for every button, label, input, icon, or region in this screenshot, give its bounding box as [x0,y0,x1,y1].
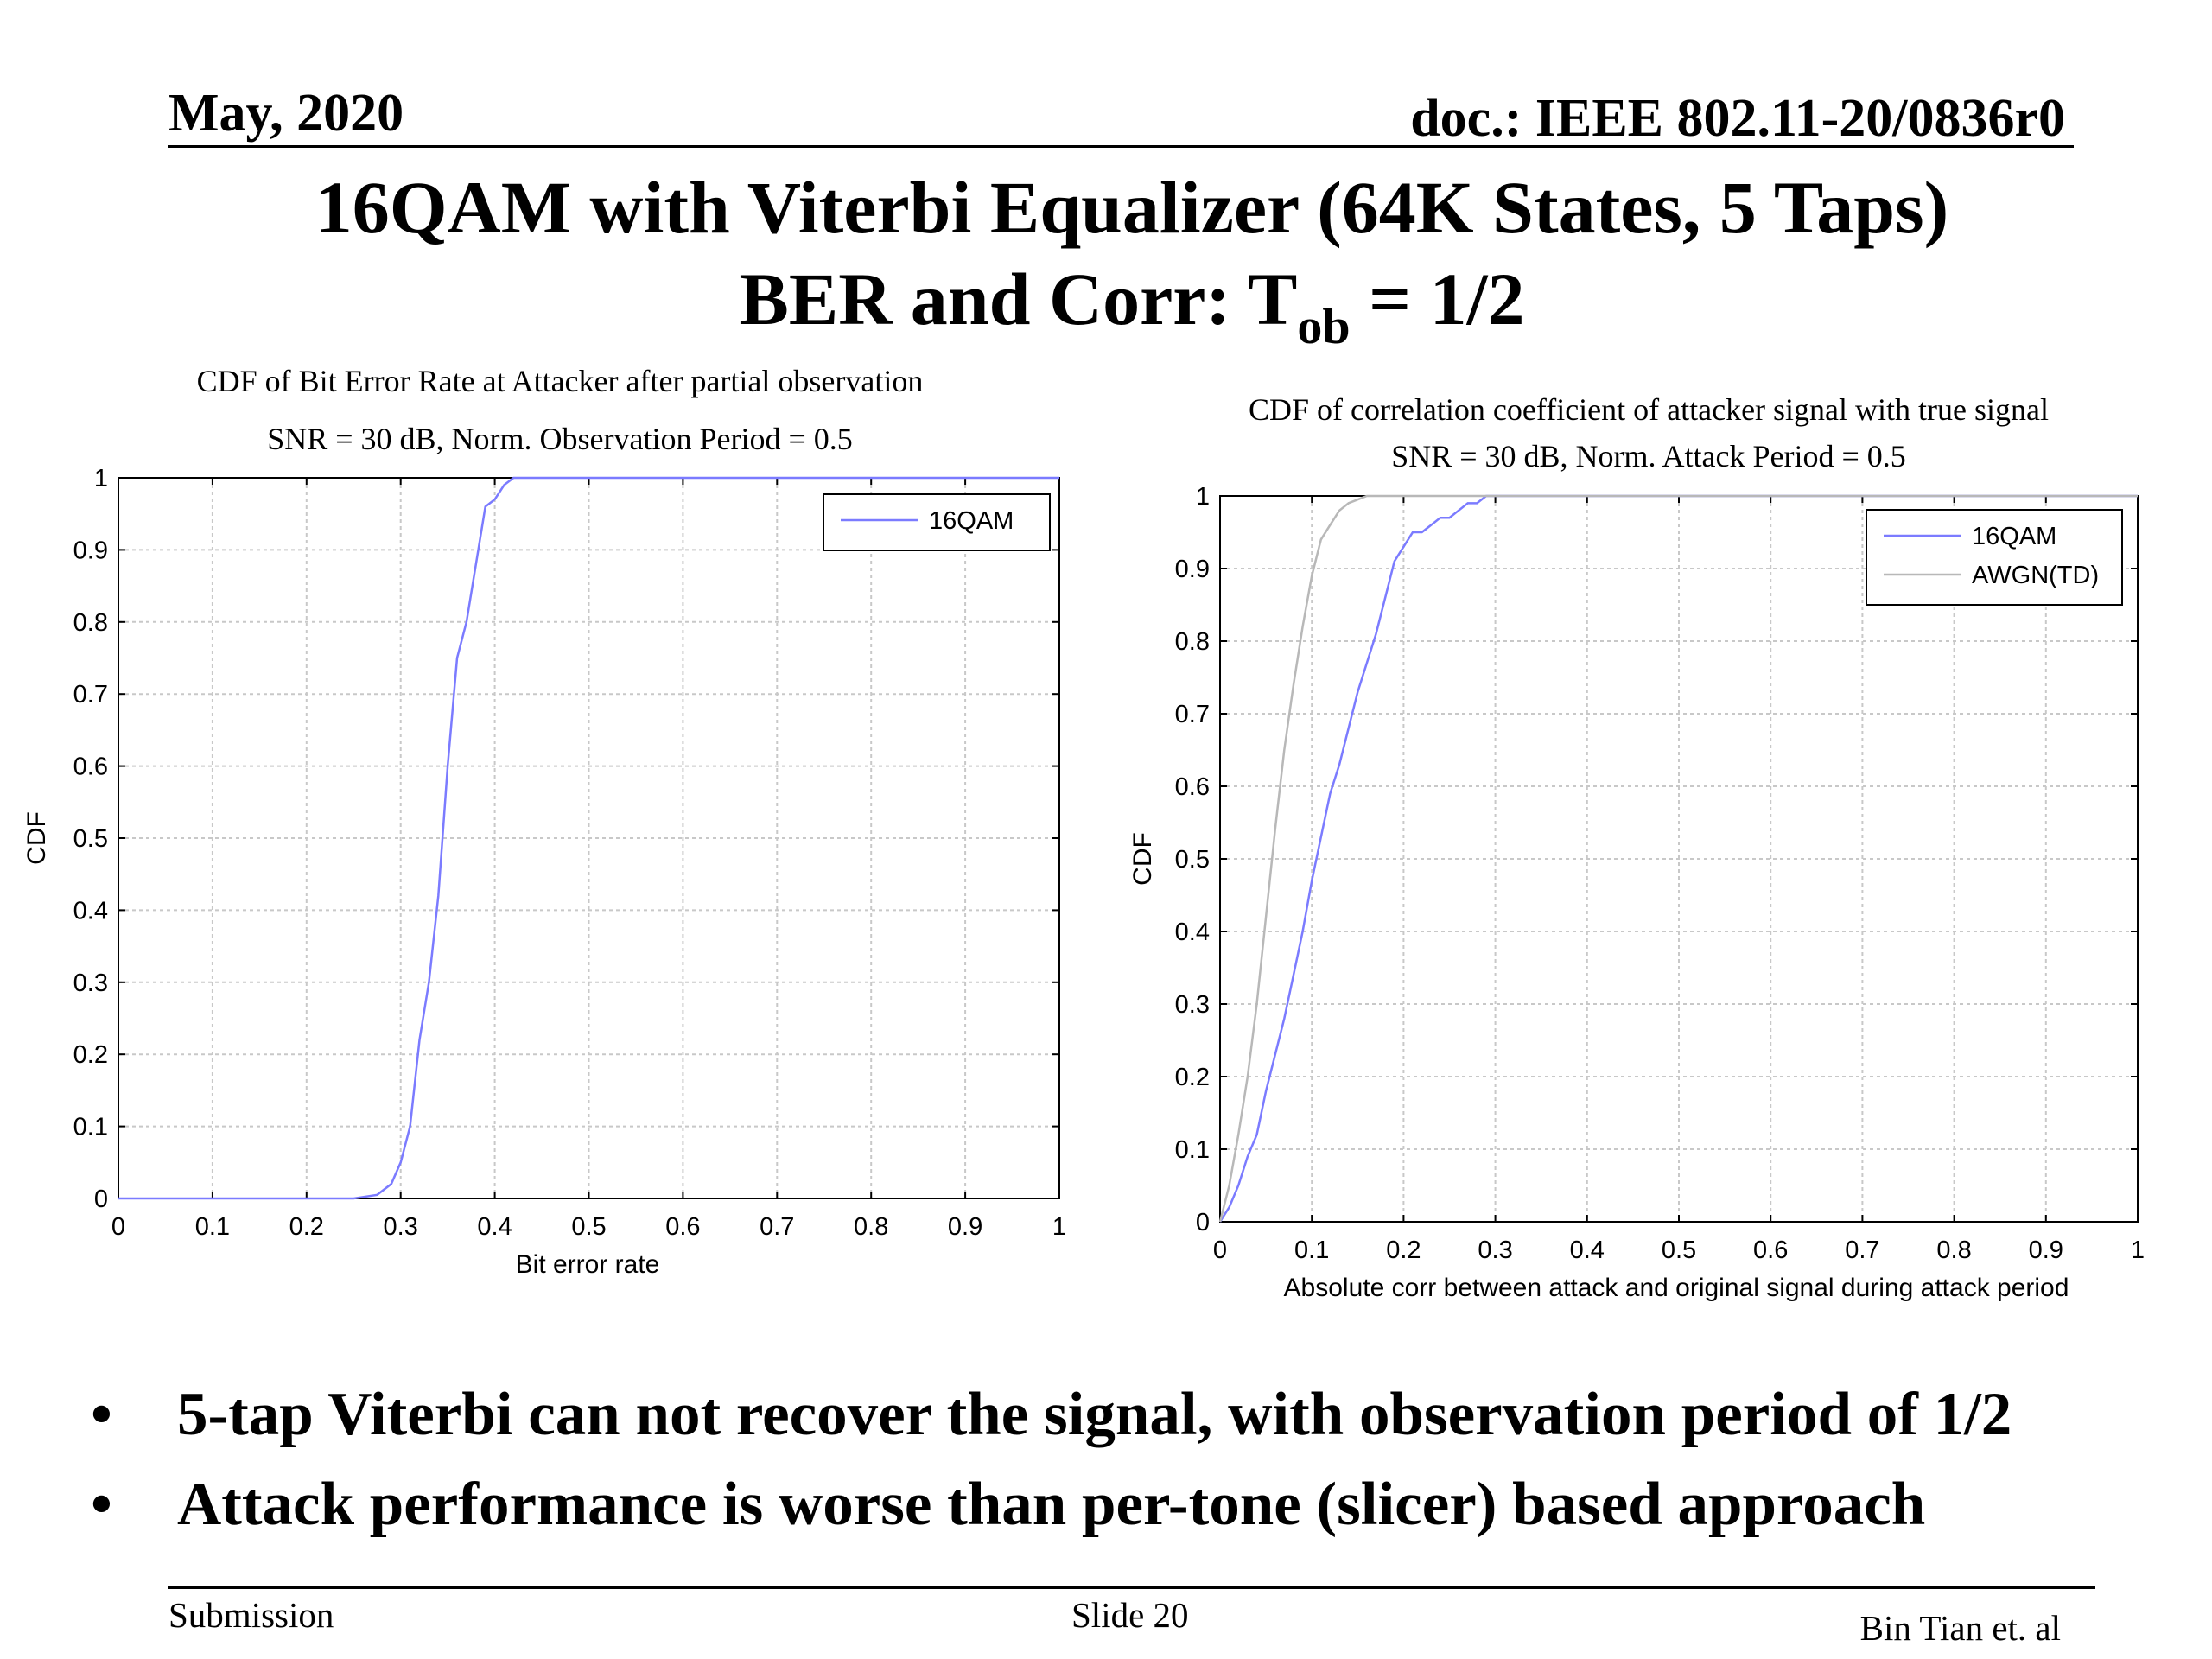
chart-corr-cdf: CDF of correlation coefficient of attack… [1128,392,2145,1302]
legend: 16QAM AWGN(TD) [1866,509,2123,606]
chart-title: CDF of correlation coefficient of attack… [1249,392,2049,427]
x-tick-label: 0.7 [1845,1236,1879,1264]
bullet-text: Attack performance is worse than per-ton… [177,1471,1926,1538]
y-tick-label: 0.7 [73,681,108,709]
y-tick-label: 0.9 [1175,556,1210,583]
x-tick-label: 0.9 [948,1213,982,1241]
y-tick-label: 0.1 [1175,1136,1210,1164]
series-line-16qam [118,476,1059,1200]
x-tick-label: 0.1 [1294,1236,1329,1264]
bullet-text: 5-tap Viterbi can not recover the signal… [177,1381,2012,1448]
y-tick-label: 0.6 [73,753,108,781]
x-tick-label: 1 [1052,1213,1066,1241]
x-tick-label: 0.4 [1570,1236,1605,1264]
x-tick-label: 0 [1213,1236,1227,1264]
y-tick-label: 0.4 [1175,918,1210,946]
slide-subtitle: BER and Corr: Tob = 1/2 [0,256,2212,355]
footer-authors: Bin Tian et. al [1859,1608,2061,1648]
x-tick-label: 0 [111,1213,125,1241]
chart-title: CDF of Bit Error Rate at Attacker after … [197,364,924,398]
y-tick-label: 0.3 [1175,991,1210,1019]
y-tick-label: 0.7 [1175,701,1210,728]
x-tick-label: 1 [2131,1236,2145,1264]
legend-box [823,493,1051,551]
legend-label: 16QAM [929,507,1014,535]
footer-slide-number: Slide 20 [1071,1595,1189,1635]
footer-submission: Submission [168,1595,334,1635]
chart-ber-cdf: CDF of Bit Error Rate at Attacker after … [22,364,1066,1279]
y-axis-label: CDF [1128,832,1157,886]
slide-title: 16QAM with Viterbi Equalizer (64K States… [315,166,1949,249]
y-tick-label: 0.2 [1175,1064,1210,1091]
bullet-list: • 5-tap Viterbi can not recover the signa… [86,1370,2160,1549]
y-tick-label: 0.1 [73,1114,108,1141]
y-axis-label: CDF [22,811,51,865]
chart-subtitle: SNR = 30 dB, Norm. Attack Period = 0.5 [1391,439,1906,474]
legend-label: AWGN(TD) [1972,562,2099,589]
y-tick-label: 0.9 [73,537,108,564]
bullet-item: • 5-tap Viterbi can not recover the signa… [86,1370,2160,1459]
subtitle-tail: = 1/2 [1350,257,1525,340]
x-tick-label: 0.8 [1936,1236,1971,1264]
series-line-16qam [1218,494,2138,1223]
x-axis-label: Absolute corr between attack and origina… [1284,1274,2069,1302]
bullet-marker: • [91,1381,112,1448]
x-tick-label: 0.6 [665,1213,700,1241]
x-tick-label: 0.4 [477,1213,512,1241]
x-tick-label: 0.3 [1478,1236,1512,1264]
x-tick-label: 0.1 [195,1213,230,1241]
x-tick-label: 0.5 [1662,1236,1696,1264]
bullet-item: • Attack performance is worse than per-to… [86,1459,2160,1549]
x-tick-label: 0.6 [1753,1236,1788,1264]
bullet-marker: • [91,1471,112,1538]
chart-subtitle: SNR = 30 dB, Norm. Observation Period = … [267,422,853,456]
x-tick-label: 0.2 [1386,1236,1421,1264]
x-tick-label: 0.3 [384,1213,418,1241]
header-divider [168,145,2074,148]
y-tick-label: 0 [1196,1209,1210,1236]
series-line-awgn-td- [1218,494,2138,1223]
header-date: May, 2020 [168,84,404,143]
y-tick-label: 0.2 [73,1041,108,1069]
footer-divider [168,1586,2095,1589]
x-tick-label: 0.5 [571,1213,606,1241]
x-tick-label: 0.8 [854,1213,888,1241]
y-tick-label: 0.8 [1175,628,1210,656]
y-tick-label: 0.6 [1175,773,1210,801]
header-doc-id: doc.: IEEE 802.11-20/0836r0 [1410,89,2065,148]
y-tick-label: 0.5 [1175,846,1210,874]
y-tick-label: 0.8 [73,609,108,637]
y-tick-label: 1 [94,465,108,493]
subtitle-main: BER and Corr: T [739,257,1298,340]
legend-label: 16QAM [1972,523,2056,550]
legend: 16QAM [823,493,1051,551]
y-tick-label: 1 [1196,483,1210,511]
subtitle-subscript: ob [1297,298,1351,354]
y-tick-label: 0.3 [73,969,108,997]
x-tick-label: 0.2 [289,1213,324,1241]
x-tick-label: 0.7 [760,1213,794,1241]
legend-box [1866,509,2123,606]
y-tick-label: 0.4 [73,897,108,925]
y-tick-label: 0.5 [73,825,108,853]
x-tick-label: 0.9 [2029,1236,2063,1264]
y-tick-label: 0 [94,1185,108,1213]
x-axis-label: Bit error rate [516,1250,660,1279]
